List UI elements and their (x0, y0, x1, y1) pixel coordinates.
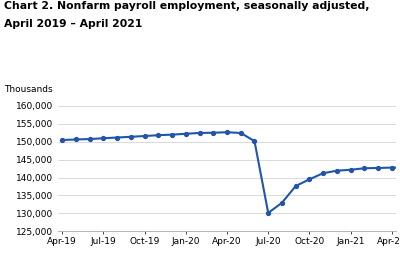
Text: Thousands: Thousands (4, 85, 53, 94)
Text: Chart 2. Nonfarm payroll employment, seasonally adjusted,: Chart 2. Nonfarm payroll employment, sea… (4, 1, 370, 11)
Text: April 2019 – April 2021: April 2019 – April 2021 (4, 19, 142, 29)
